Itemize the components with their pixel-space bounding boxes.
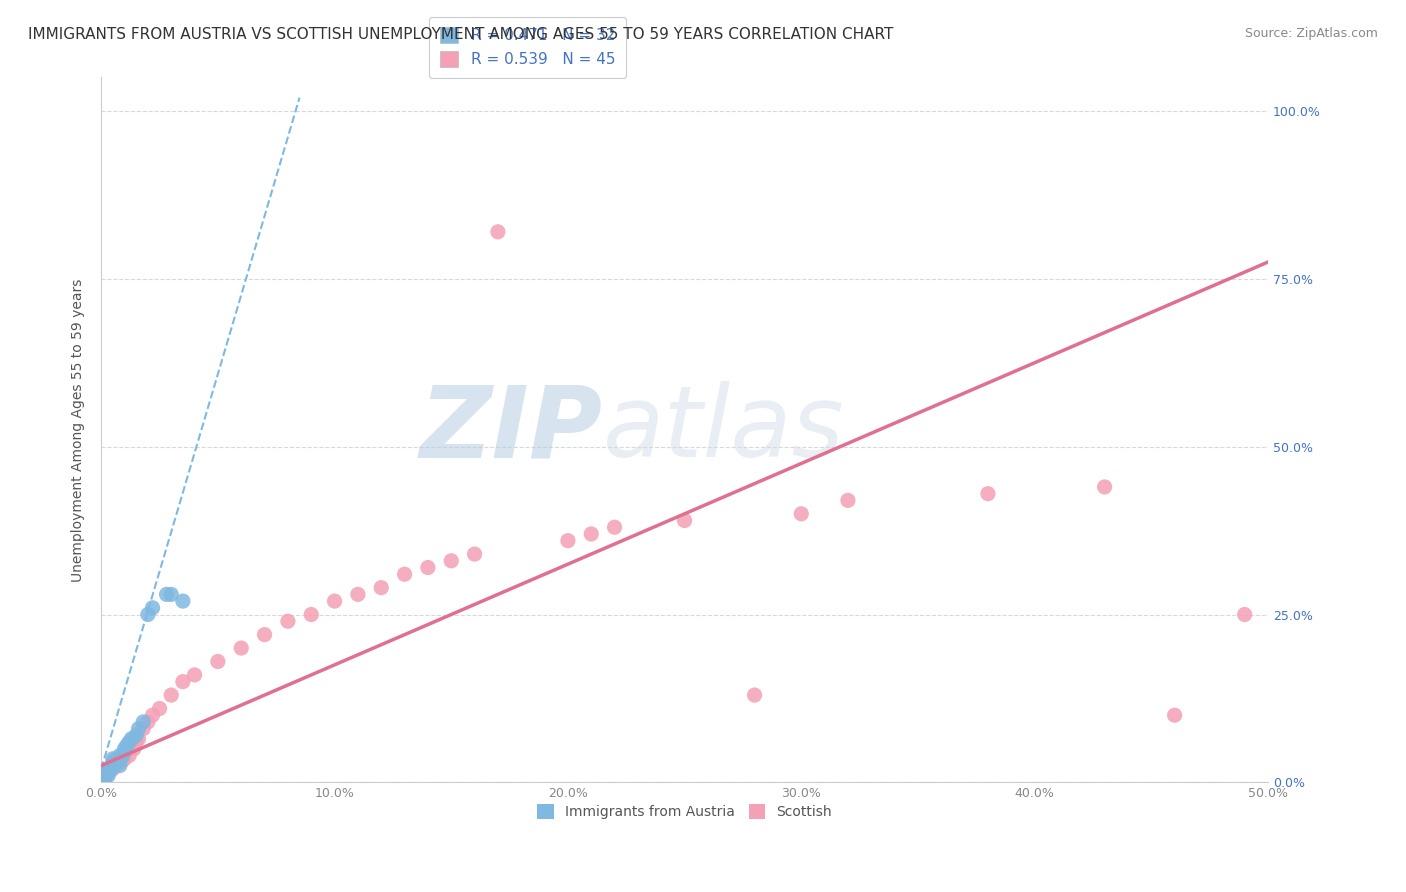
Point xyxy=(370,581,392,595)
Point xyxy=(94,769,117,783)
Point xyxy=(207,655,229,669)
Point xyxy=(486,225,509,239)
Point xyxy=(93,770,115,784)
Point xyxy=(172,674,194,689)
Point xyxy=(101,755,124,769)
Point xyxy=(1233,607,1256,622)
Point xyxy=(125,728,148,742)
Point xyxy=(183,668,205,682)
Point xyxy=(603,520,626,534)
Point xyxy=(160,688,183,702)
Point xyxy=(837,493,859,508)
Point xyxy=(231,641,253,656)
Point xyxy=(118,748,141,763)
Point xyxy=(744,688,766,702)
Point xyxy=(121,731,143,746)
Point xyxy=(97,765,120,780)
Point xyxy=(790,507,813,521)
Text: ZIP: ZIP xyxy=(420,382,603,478)
Point xyxy=(101,758,124,772)
Point xyxy=(416,560,439,574)
Point xyxy=(114,745,136,759)
Point xyxy=(97,769,120,783)
Point xyxy=(111,749,134,764)
Point xyxy=(136,714,159,729)
Point xyxy=(104,756,127,771)
Point xyxy=(160,587,183,601)
Point xyxy=(100,764,122,778)
Point xyxy=(114,752,136,766)
Point xyxy=(347,587,370,601)
Point xyxy=(93,770,115,784)
Y-axis label: Unemployment Among Ages 55 to 59 years: Unemployment Among Ages 55 to 59 years xyxy=(72,278,86,582)
Point xyxy=(132,714,155,729)
Text: atlas: atlas xyxy=(603,382,845,478)
Point xyxy=(104,758,127,772)
Point xyxy=(108,758,131,772)
Text: IMMIGRANTS FROM AUSTRIA VS SCOTTISH UNEMPLOYMENT AMONG AGES 55 TO 59 YEARS CORRE: IMMIGRANTS FROM AUSTRIA VS SCOTTISH UNEM… xyxy=(28,27,893,42)
Point xyxy=(394,567,416,582)
Point xyxy=(1094,480,1116,494)
Point xyxy=(557,533,579,548)
Point xyxy=(581,527,603,541)
Point xyxy=(323,594,346,608)
Point xyxy=(128,731,150,746)
Point xyxy=(132,722,155,736)
Point xyxy=(172,594,194,608)
Point xyxy=(253,627,276,641)
Point xyxy=(107,756,129,771)
Point xyxy=(440,554,463,568)
Point xyxy=(136,607,159,622)
Legend: Immigrants from Austria, Scottish: Immigrants from Austria, Scottish xyxy=(531,799,838,825)
Point xyxy=(299,607,322,622)
Point xyxy=(673,514,696,528)
Text: Source: ZipAtlas.com: Source: ZipAtlas.com xyxy=(1244,27,1378,40)
Point xyxy=(115,739,138,753)
Point xyxy=(101,752,124,766)
Point xyxy=(104,754,127,768)
Point xyxy=(107,755,129,769)
Point xyxy=(107,752,129,766)
Point xyxy=(118,735,141,749)
Point xyxy=(1163,708,1185,723)
Point xyxy=(141,600,163,615)
Point xyxy=(97,762,120,776)
Point xyxy=(122,741,145,756)
Point xyxy=(101,762,124,776)
Point xyxy=(148,701,170,715)
Point xyxy=(977,486,1000,500)
Point xyxy=(114,741,136,756)
Point xyxy=(464,547,486,561)
Point xyxy=(111,754,134,768)
Point xyxy=(125,735,148,749)
Point xyxy=(94,769,117,783)
Point xyxy=(128,722,150,736)
Point xyxy=(93,772,115,786)
Point xyxy=(155,587,177,601)
Point xyxy=(108,755,131,769)
Point xyxy=(141,708,163,723)
Point xyxy=(100,761,122,775)
Point xyxy=(94,767,117,781)
Point xyxy=(100,764,122,778)
Point xyxy=(97,765,120,780)
Point xyxy=(108,748,131,763)
Point xyxy=(277,614,299,628)
